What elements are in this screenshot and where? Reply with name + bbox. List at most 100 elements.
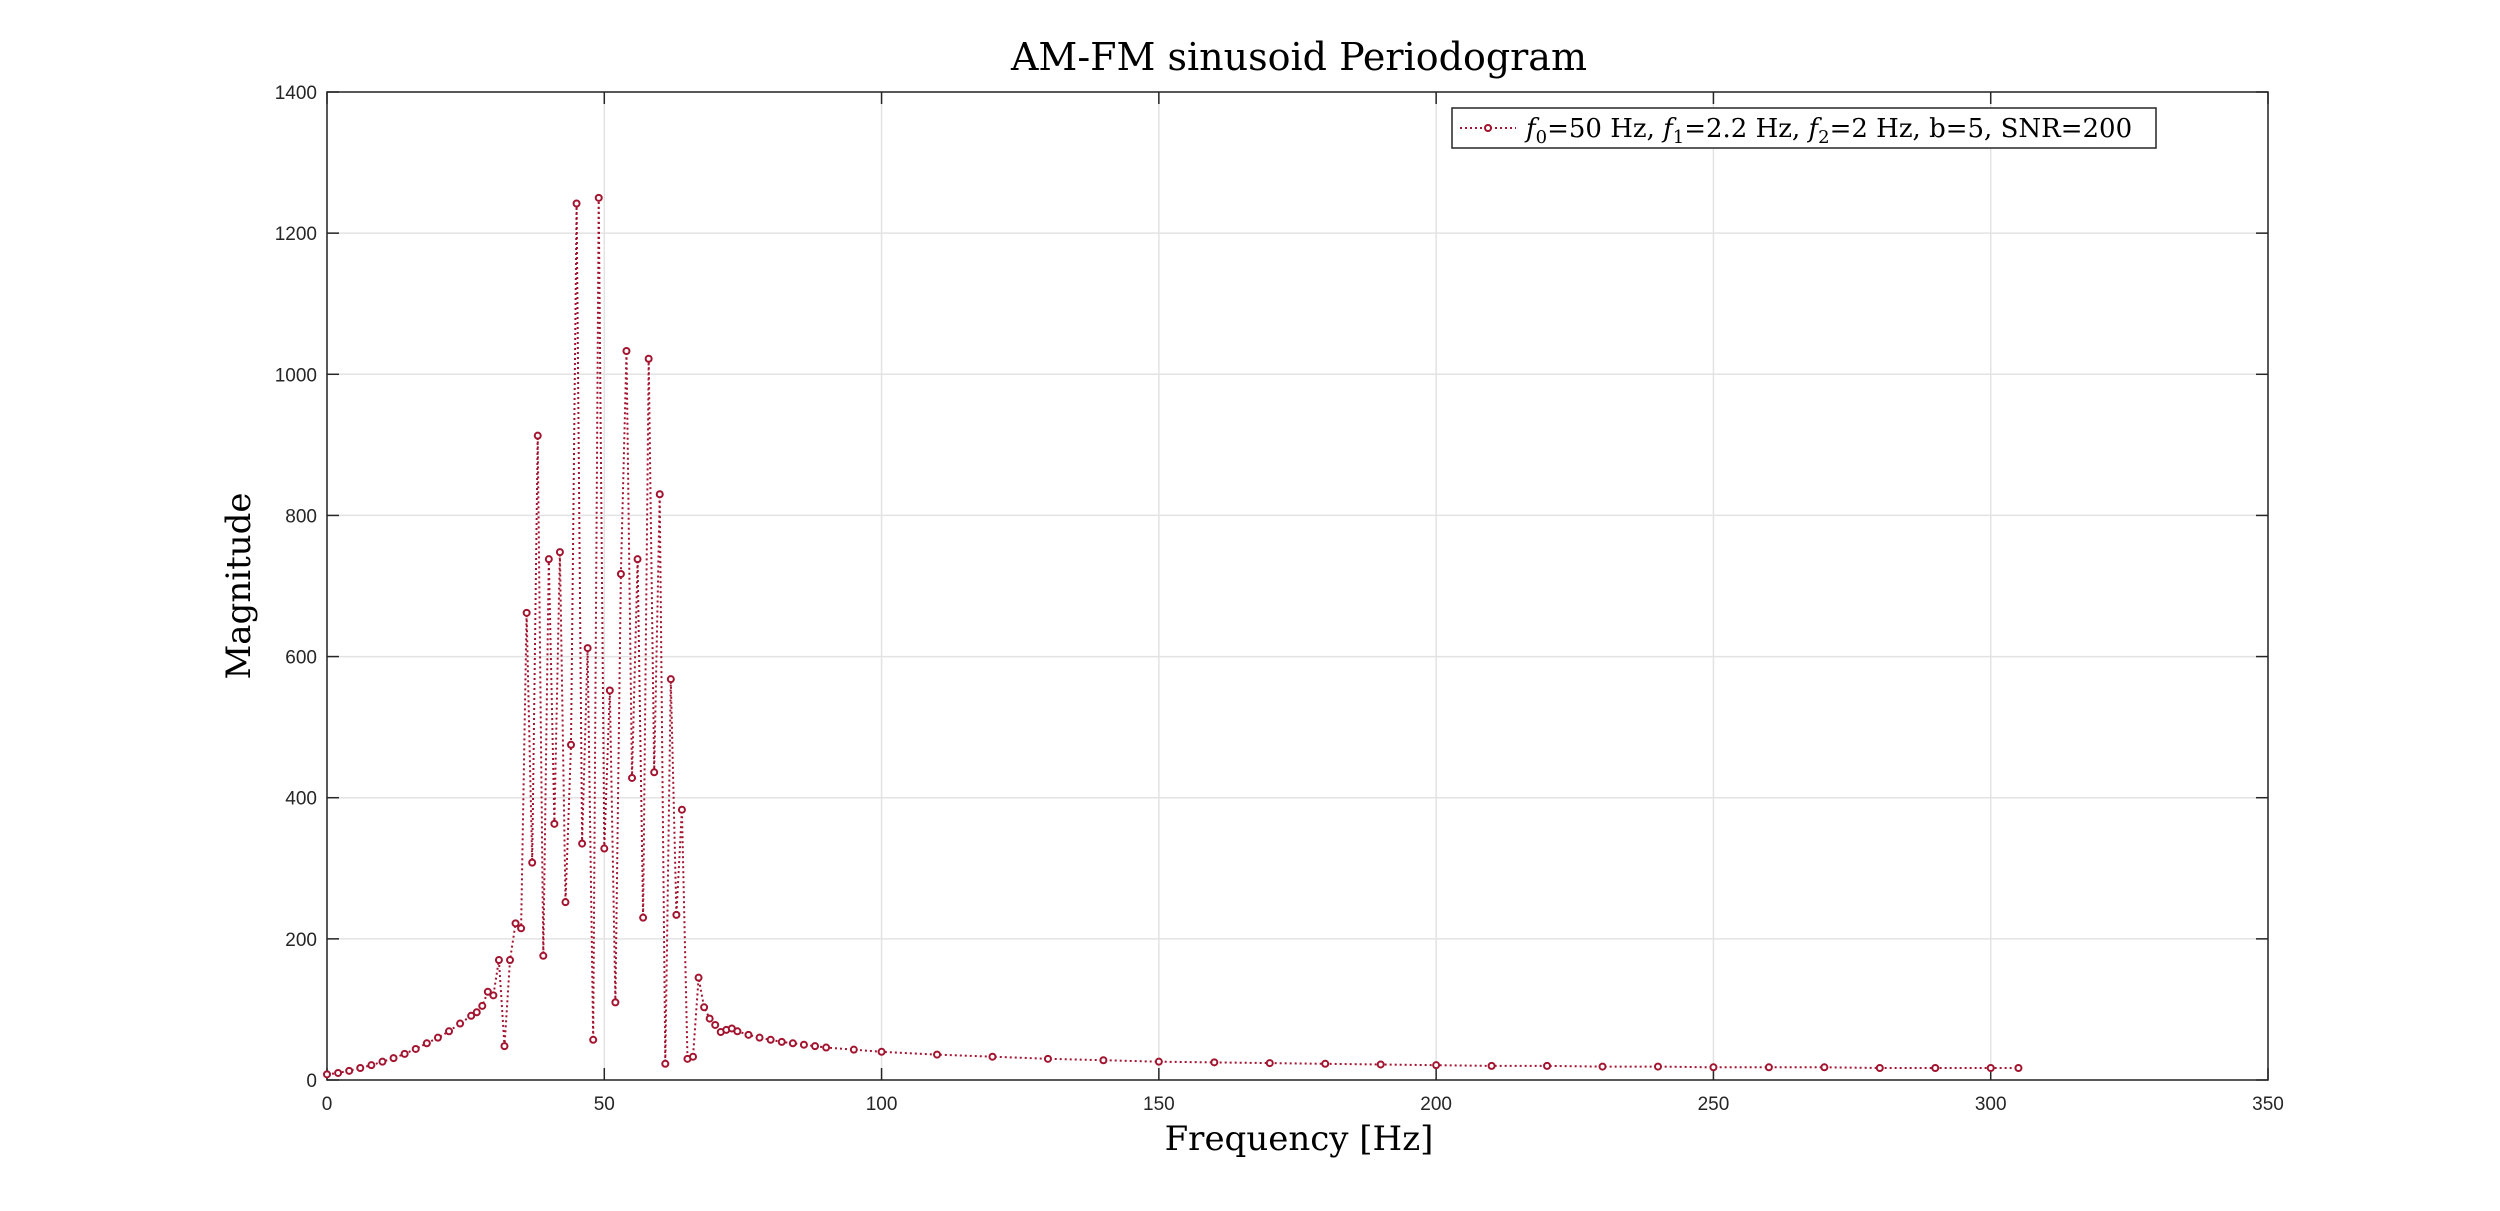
data-point xyxy=(605,686,614,695)
y-tick-label: 0 xyxy=(306,1071,317,1092)
data-point xyxy=(500,1042,509,1051)
data-point xyxy=(578,839,587,848)
x-tick-label: 250 xyxy=(1698,1094,1730,1115)
data-point xyxy=(622,346,631,355)
grid-lines xyxy=(326,91,2269,1081)
data-point xyxy=(555,548,564,557)
legend-label: f0=50 Hz, f1=2.2 Hz, f2=2 Hz, b=5, SNR=2… xyxy=(1524,114,2132,148)
data-point xyxy=(877,1047,886,1056)
data-point xyxy=(1653,1062,1662,1071)
legend-label-part: 1 xyxy=(1673,127,1684,148)
data-point xyxy=(1709,1063,1718,1072)
data-point xyxy=(594,193,603,202)
legend-label-part: 2 xyxy=(1818,127,1829,148)
y-tick-label: 600 xyxy=(285,648,317,669)
data-point xyxy=(561,898,570,907)
data-point xyxy=(323,1070,331,1079)
legend: f0=50 Hz, f1=2.2 Hz, f2=2 Hz, b=5, SNR=2… xyxy=(1451,107,2157,149)
data-point xyxy=(1154,1057,1163,1066)
data-point xyxy=(700,1003,709,1012)
data-point xyxy=(600,844,609,853)
y-tick-label: 1200 xyxy=(275,224,317,245)
data-point xyxy=(744,1030,753,1039)
data-point xyxy=(589,1035,598,1044)
data-point xyxy=(567,740,576,749)
data-point xyxy=(666,675,675,684)
data-point xyxy=(456,1019,465,1028)
data-point xyxy=(1598,1062,1607,1071)
data-point xyxy=(389,1054,398,1063)
legend-label-part: =2.2 Hz, xyxy=(1684,114,1808,144)
data-point xyxy=(494,956,503,965)
series-path xyxy=(326,197,2019,1076)
y-tick-label: 200 xyxy=(285,930,317,951)
data-point xyxy=(628,773,637,782)
axis-ticks: 0 50 100 150 200 250 300 3500200400600800100012… xyxy=(275,83,2284,1115)
series-line xyxy=(323,193,2023,1079)
data-point xyxy=(1820,1063,1829,1072)
data-point xyxy=(467,1011,476,1020)
plot-area-frame xyxy=(326,91,2269,1081)
data-point xyxy=(988,1052,997,1061)
data-point xyxy=(522,608,531,617)
data-point xyxy=(422,1039,431,1048)
data-point xyxy=(400,1049,409,1058)
x-tick-label: 350 xyxy=(2252,1094,2284,1115)
data-point xyxy=(766,1035,775,1044)
data-point xyxy=(1543,1061,1552,1070)
data-point xyxy=(483,987,492,996)
data-point xyxy=(2014,1064,2023,1073)
legend-label-part: =50 Hz, xyxy=(1547,114,1663,144)
data-point xyxy=(933,1050,942,1059)
legend-label-part: =2 Hz, b=5, SNR=200 xyxy=(1830,114,2133,144)
data-point xyxy=(1043,1054,1052,1063)
data-point xyxy=(378,1057,387,1066)
data-point xyxy=(1099,1056,1108,1065)
data-point xyxy=(711,1020,720,1029)
data-point xyxy=(1764,1063,1773,1072)
data-point xyxy=(733,1027,742,1036)
data-point xyxy=(345,1066,354,1075)
data-point xyxy=(511,919,520,928)
data-point xyxy=(661,1059,670,1068)
data-point xyxy=(572,199,581,208)
data-point xyxy=(822,1043,831,1052)
data-point xyxy=(445,1027,454,1036)
data-point xyxy=(705,1014,714,1023)
y-tick-label: 400 xyxy=(285,789,317,810)
data-point xyxy=(777,1037,786,1046)
legend-label-part: 0 xyxy=(1536,127,1547,148)
data-point xyxy=(650,768,659,777)
data-point xyxy=(1986,1064,1995,1073)
x-tick-label: 0 xyxy=(322,1094,333,1115)
x-tick-label: 150 xyxy=(1143,1094,1175,1115)
data-point xyxy=(633,555,642,564)
x-tick-label: 300 xyxy=(1975,1094,2007,1115)
x-tick-label: 200 xyxy=(1420,1094,1452,1115)
data-point xyxy=(672,910,681,919)
y-tick-label: 800 xyxy=(285,506,317,527)
data-point xyxy=(411,1044,420,1053)
data-point xyxy=(1432,1061,1441,1070)
data-point xyxy=(356,1064,365,1073)
data-point xyxy=(849,1045,858,1054)
data-point xyxy=(583,644,592,653)
data-point xyxy=(528,858,537,867)
data-point xyxy=(616,570,625,579)
data-point xyxy=(788,1039,797,1048)
data-point xyxy=(655,490,664,499)
y-axis-label: Magnitude xyxy=(219,492,259,679)
data-point xyxy=(533,431,542,440)
x-tick-label: 50 xyxy=(594,1094,615,1115)
y-tick-label: 1000 xyxy=(275,365,317,386)
data-point xyxy=(644,354,653,363)
legend-marker-sample xyxy=(1484,124,1492,132)
data-point xyxy=(811,1042,820,1051)
legend-box xyxy=(1451,107,2157,149)
data-point xyxy=(506,956,515,965)
data-point xyxy=(334,1068,343,1077)
x-tick-label: 100 xyxy=(866,1094,898,1115)
data-point xyxy=(539,951,548,960)
y-tick-label: 1400 xyxy=(275,83,317,104)
